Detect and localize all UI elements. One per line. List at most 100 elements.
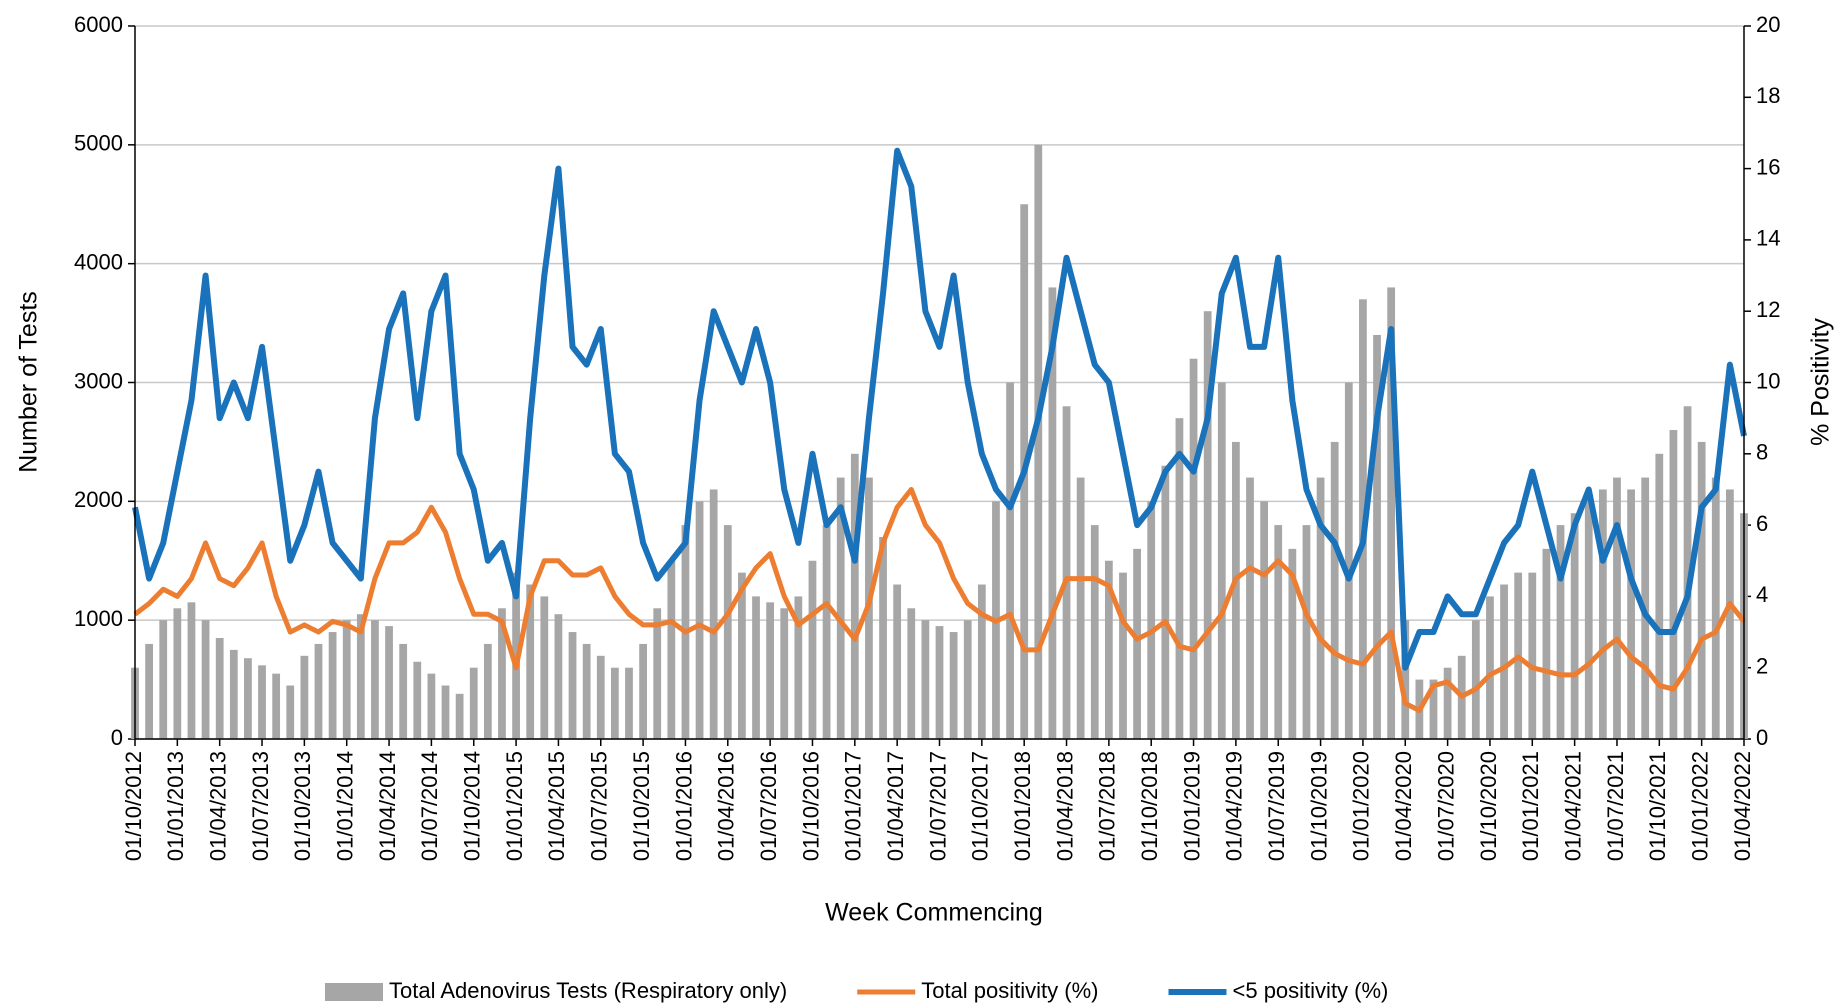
bar [342, 620, 351, 739]
bar [752, 596, 760, 739]
bar [498, 608, 506, 739]
bar [893, 584, 902, 739]
bar [1344, 382, 1353, 739]
x-tick-label: 01/10/2016 [798, 751, 823, 861]
y-tick-label: 1000 [74, 606, 123, 631]
bar [300, 655, 309, 739]
bar [187, 602, 196, 739]
x-tick-label: 01/04/2016 [714, 751, 739, 861]
bar [201, 620, 210, 739]
bar [766, 602, 775, 739]
bar [1330, 441, 1339, 739]
bar [850, 453, 859, 739]
bar [272, 673, 281, 739]
bar [723, 525, 732, 739]
legend-label: <5 positivity (%) [1233, 978, 1389, 1003]
y2-tick-label: 12 [1756, 297, 1780, 322]
legend-label: Total Adenovirus Tests (Respiratory only… [389, 978, 787, 1003]
x-tick-label: 01/10/2013 [290, 751, 315, 861]
bar [949, 632, 958, 739]
x-tick-label: 01/01/2017 [841, 751, 866, 861]
y2-tick-label: 10 [1756, 368, 1780, 393]
y2-tick-label: 18 [1756, 83, 1780, 108]
bar [582, 643, 591, 739]
bar [738, 572, 746, 739]
bar [483, 643, 492, 739]
bar [822, 525, 831, 739]
x-tick-label: 01/04/2021 [1560, 751, 1585, 861]
legend-swatch [325, 983, 383, 1001]
y2-tick-label: 6 [1756, 511, 1768, 536]
x-tick-label: 01/04/2014 [375, 751, 400, 861]
bar [1387, 287, 1396, 739]
bar [1104, 560, 1113, 739]
bar [1246, 477, 1254, 739]
bar [780, 608, 789, 739]
bar [1613, 477, 1621, 739]
bar [526, 584, 535, 739]
x-tick-label: 01/04/2020 [1391, 751, 1416, 861]
bar [1683, 406, 1692, 739]
x-tick-label: 01/04/2022 [1730, 751, 1755, 861]
bar [356, 614, 365, 739]
bar [215, 637, 224, 739]
bar [1528, 572, 1537, 739]
bar [568, 632, 577, 739]
x-tick-label: 01/10/2014 [460, 751, 485, 861]
x-tick-label: 01/01/2018 [1010, 751, 1035, 861]
x-tick-label: 01/10/2017 [968, 751, 993, 861]
bar [427, 673, 436, 739]
bar [286, 685, 295, 739]
y2-tick-label: 16 [1756, 154, 1780, 179]
x-tick-label: 01/01/2020 [1349, 751, 1374, 861]
y2-tick-label: 14 [1756, 226, 1780, 251]
bar [1147, 501, 1156, 739]
x-tick-label: 01/07/2013 [248, 751, 273, 861]
bar [455, 693, 464, 739]
bar [625, 667, 633, 739]
bar [695, 501, 704, 739]
y2-tick-label: 4 [1756, 582, 1768, 607]
x-tick-label: 01/04/2015 [544, 751, 569, 861]
bar [258, 665, 266, 739]
bar [1175, 418, 1184, 739]
bar [413, 661, 422, 739]
legend-label: Total positivity (%) [921, 978, 1098, 1003]
bar [1669, 430, 1678, 739]
x-tick-label: 01/01/2015 [502, 751, 527, 861]
bar [1373, 334, 1381, 739]
x-tick-label: 01/01/2014 [333, 751, 358, 861]
bar [229, 649, 238, 739]
x-tick-label: 01/10/2015 [629, 751, 654, 861]
bar [1119, 572, 1127, 739]
bar [1486, 596, 1494, 739]
y2-tick-label: 20 [1756, 12, 1780, 37]
bar [1090, 525, 1099, 739]
bar [371, 620, 379, 739]
bar [1570, 513, 1579, 739]
x-tick-label: 01/07/2015 [587, 751, 612, 861]
bar [1429, 679, 1438, 739]
y-tick-label: 0 [111, 725, 123, 750]
x-tick-label: 01/07/2017 [925, 751, 950, 861]
bar [1302, 525, 1311, 739]
x-tick-label: 01/07/2016 [756, 751, 781, 861]
bar [667, 560, 676, 739]
line [133, 486, 1746, 713]
x-tick-label: 01/07/2014 [417, 751, 442, 861]
x-tick-label: 01/04/2017 [883, 751, 908, 861]
bar [1034, 144, 1043, 740]
y2-tick-label: 8 [1756, 440, 1768, 465]
bar [794, 596, 803, 739]
bar [328, 632, 337, 739]
bar [977, 584, 986, 739]
bar [1076, 477, 1085, 739]
x-tick-label: 01/10/2012 [121, 751, 146, 861]
bar [399, 643, 408, 739]
bar [1726, 489, 1734, 739]
bar [808, 560, 817, 739]
bar [921, 620, 930, 739]
bar [1711, 477, 1720, 739]
bar [469, 667, 478, 739]
bar [1232, 441, 1240, 739]
